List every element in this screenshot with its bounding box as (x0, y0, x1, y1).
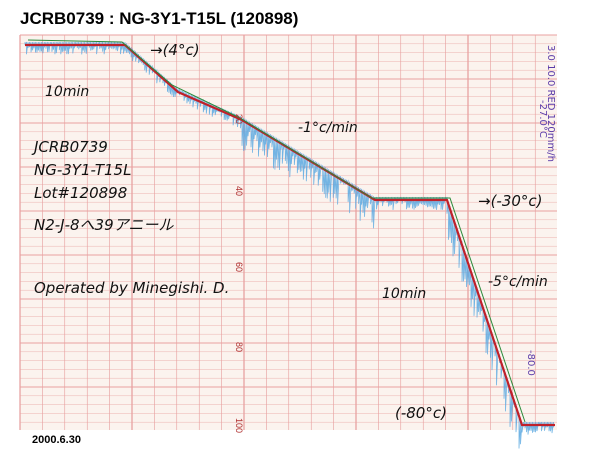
annotation: →(-30°c) (478, 192, 543, 210)
title: JCRB0739 : NG-3Y1-T15L (120898) (20, 9, 298, 28)
annotation: →(4°c) (150, 41, 200, 59)
annotation: Lot#120898 (34, 184, 127, 202)
annotation: -27.0°C (537, 100, 548, 138)
annotation: -80.0 (525, 350, 536, 376)
annotation: 10min (382, 286, 426, 302)
scale-label: 20 (234, 114, 244, 124)
annotation: 3.0 10.0 RED 120mm/h (545, 45, 556, 162)
annotation: N2-J-8へ39アニール (34, 216, 174, 234)
noisy-trace (24, 41, 554, 449)
annotation: JCRB0739 (31, 138, 108, 156)
scale-label: 60 (234, 262, 244, 272)
annotation: NG-3Y1-T15L (34, 161, 131, 179)
date: 2000.6.30 (32, 434, 81, 446)
annotation: (-80°c) (395, 404, 447, 422)
annotation: Operated by Minegishi. D. (34, 279, 229, 297)
annotation: -5°c/min (488, 274, 548, 290)
annotation: 10min (45, 84, 89, 100)
annotation: -1°c/min (298, 120, 358, 136)
sample-line (27, 39, 526, 423)
scale-label: 100 (234, 418, 244, 433)
temperature-trace (24, 41, 554, 449)
scale-label: 40 (234, 186, 244, 196)
scale-label: 80 (234, 342, 244, 352)
